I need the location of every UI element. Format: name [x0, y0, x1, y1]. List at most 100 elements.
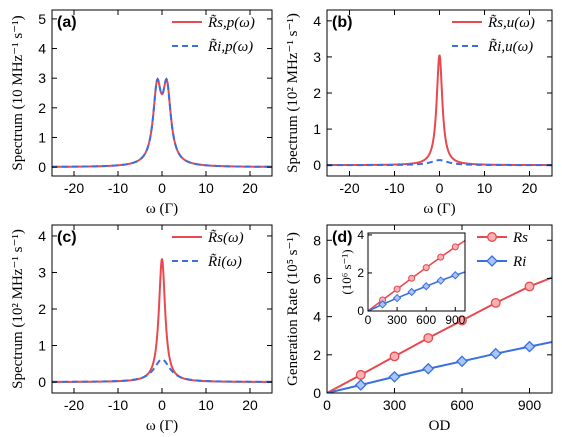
data-point	[486, 255, 498, 267]
data-point	[523, 340, 536, 353]
panel-label: (c)	[57, 229, 77, 246]
y-tick-label: 4	[313, 309, 321, 325]
x-axis-label: ω (Γ)	[146, 201, 178, 217]
inset-data-point	[451, 271, 460, 280]
x-tick-label: -10	[108, 180, 128, 196]
y-axis-label: Generation Rate (10⁵ s⁻¹)	[285, 232, 301, 386]
x-tick-label: 10	[198, 180, 214, 196]
x-tick-label: 0	[323, 397, 331, 413]
plot-frame	[51, 224, 273, 394]
y-tick-label: 5	[38, 11, 46, 27]
y-axis-label: Spectrum (10² MHz⁻¹ s⁻¹)	[10, 229, 26, 389]
inset-x-tick-label: 900	[445, 313, 465, 327]
series-line-idler	[327, 159, 552, 167]
inset-data-point	[422, 264, 430, 272]
x-tick-label: 10	[477, 180, 493, 196]
x-tick-label: 600	[450, 397, 474, 413]
inset-x-tick-label: 0	[365, 313, 372, 327]
inset-data-point	[407, 287, 416, 297]
x-tick-label: 0	[158, 397, 166, 413]
legend-label: R̃i,p(ω)	[207, 39, 253, 55]
legend-label: R̃s(ω)	[207, 230, 244, 246]
legend-label: Rs	[512, 230, 528, 246]
plot-frame	[326, 9, 553, 177]
series-line-idler	[52, 358, 272, 383]
inset-x-tick-label: 600	[416, 313, 436, 327]
y-tick-label: 6	[313, 270, 321, 286]
inset-y-axis-label: (10⁶ s⁻¹)	[339, 249, 354, 294]
x-tick-label: -20	[64, 180, 84, 196]
x-tick-label: 10	[198, 397, 214, 413]
chart-panel-d: 0 300 600 900 0 2 4 6 8 (d) OD Generation Rate (10⁵…	[285, 224, 553, 434]
y-tick-label: 2	[313, 347, 321, 363]
data-point	[355, 369, 366, 380]
y-axis-label: Spectrum (10 MHz⁻¹ s⁻¹)	[10, 15, 26, 170]
inset-data-point	[393, 285, 401, 293]
inset-data-point	[408, 274, 416, 282]
data-point	[389, 351, 400, 362]
inset-y-tick-label: 2	[357, 266, 364, 280]
legend-label: Ri	[512, 254, 526, 270]
inset-data-point	[392, 293, 402, 303]
legend-label: R̃s,p(ω)	[207, 15, 255, 31]
data-point	[457, 315, 467, 326]
plot-area	[52, 258, 272, 383]
x-tick-label: 300	[383, 397, 407, 413]
x-tick-label: 0	[158, 180, 166, 196]
y-axis-label: Spectrum (10² MHz⁻¹ s⁻¹)	[285, 13, 301, 173]
chart-panel-c: -20 -10 0 10 20 0 1 2 3 4 (c) ω (Γ) Spectrum (10² MH…	[10, 224, 273, 434]
y-tick-label: 4	[38, 228, 46, 244]
inset-data-point	[421, 282, 431, 291]
series-line-signal	[52, 77, 272, 168]
inset-data-point	[378, 300, 387, 309]
inset-frame	[367, 232, 466, 312]
y-tick-label: 1	[38, 129, 46, 145]
series-line-signal	[327, 276, 552, 393]
inset-data-point	[451, 243, 459, 251]
x-tick-label: 20	[242, 397, 258, 413]
data-point	[422, 362, 435, 375]
series-line-signal	[327, 54, 552, 167]
inset-data-point	[436, 276, 445, 285]
y-tick-label: 3	[38, 70, 46, 86]
x-tick-label: -10	[108, 397, 128, 413]
data-point	[388, 370, 401, 383]
y-tick-label: 3	[313, 49, 321, 65]
data-point	[354, 379, 367, 391]
y-tick-label: 8	[313, 232, 321, 248]
panel-label: (d)	[332, 229, 352, 246]
inset-x-tick-label: 300	[387, 313, 407, 327]
y-tick-label: 0	[313, 385, 321, 401]
x-tick-label: -20	[339, 180, 359, 196]
legend-label: R̃i(ω)	[207, 254, 242, 270]
y-tick-label: 2	[38, 100, 46, 116]
y-tick-label: 0	[38, 159, 46, 175]
plot-area	[52, 77, 272, 168]
legend-label: R̃i,u(ω)	[487, 39, 533, 55]
y-tick-label: 2	[38, 301, 46, 317]
inset-chart: 0 300 600 900 0 2 4(10⁶ s⁻¹)	[339, 228, 466, 327]
y-tick-label: 4	[38, 41, 46, 57]
plot-area	[327, 276, 552, 393]
chart-panel-a: -20 -10 0 10 20 0 1 2 3 4 5 (a) ω (Γ) Spectrum (10 MH…	[10, 9, 273, 217]
plot-frame	[326, 224, 553, 394]
series-line-idler	[327, 341, 552, 393]
y-tick-label: 4	[313, 13, 321, 29]
x-axis-label: ω (Γ)	[423, 201, 455, 217]
x-tick-label: -10	[384, 180, 404, 196]
panel-label: (a)	[57, 14, 77, 31]
data-point	[423, 333, 434, 343]
y-tick-label: 3	[38, 264, 46, 280]
x-tick-label: 20	[242, 180, 258, 196]
y-tick-label: 2	[313, 85, 321, 101]
series-line-signal	[52, 258, 272, 383]
panel-label: (b)	[332, 14, 352, 31]
y-tick-label: 0	[38, 374, 46, 390]
x-axis-label: OD	[429, 418, 451, 434]
inset-data-point	[437, 253, 445, 261]
data-point	[456, 355, 468, 368]
y-tick-label: 1	[313, 121, 321, 137]
x-tick-label: 0	[436, 180, 444, 196]
series-line-idler	[52, 77, 272, 168]
